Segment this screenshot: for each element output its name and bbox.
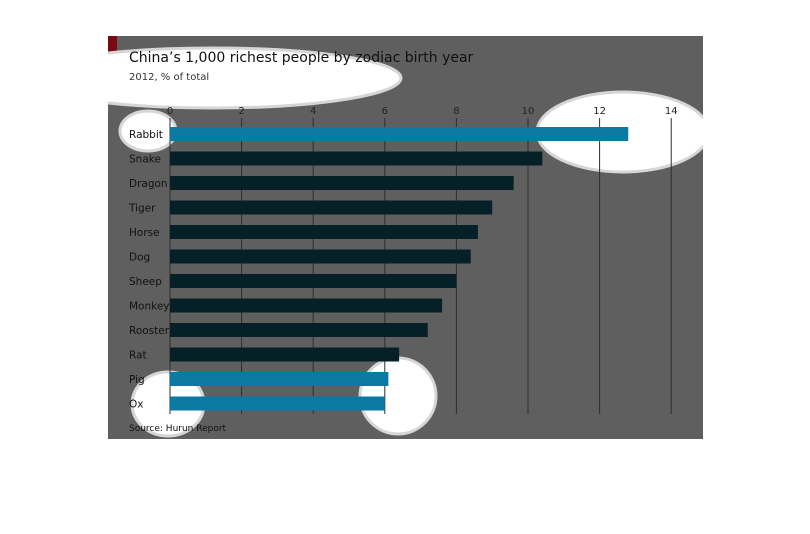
bar-rooster [170, 323, 428, 337]
bar-ox [170, 396, 385, 411]
chart-title: China’s 1,000 richest people by zodiac b… [129, 50, 474, 66]
bar-chart: China’s 1,000 richest people by zodiac b… [108, 46, 703, 438]
category-label-ox: Ox [129, 399, 143, 411]
category-label-sheep: Sheep [129, 276, 162, 288]
category-labels: Rabbit Snake Dragon Tiger Horse Dog Sheep Monke… [128, 129, 170, 411]
bar-rabbit [170, 127, 629, 141]
bar-rat [170, 347, 400, 362]
category-label-dog: Dog [129, 252, 150, 264]
bar-monkey [170, 298, 443, 313]
category-label-horse: Horse [129, 227, 160, 239]
category-label-rabbit: Rabbit [129, 129, 163, 141]
x-tick-label: 10 [522, 106, 535, 117]
category-label-pig: Pig [129, 374, 145, 386]
bar-snake [170, 151, 543, 166]
brand-accent-bar [108, 36, 117, 62]
source-note: Source: Hurun Report [129, 424, 227, 434]
category-label-tiger: Tiger [128, 203, 156, 215]
bar-horse [170, 225, 478, 239]
x-tick-label: 12 [593, 106, 606, 117]
category-label-snake: Snake [129, 154, 161, 166]
bar-tiger [170, 200, 493, 215]
chart-panel: China’s 1,000 richest people by zodiac b… [108, 36, 703, 439]
category-label-dragon: Dragon [129, 178, 168, 190]
x-tick-label: 14 [665, 106, 678, 117]
x-tick-label: 0 [167, 106, 173, 117]
category-label-rat: Rat [129, 350, 147, 362]
pig-ox-highlight-blob [358, 356, 438, 436]
category-label-monkey: Monkey [129, 301, 170, 313]
category-label-rooster: Rooster [129, 325, 170, 337]
x-tick-label: 2 [238, 106, 244, 117]
bar-dragon [170, 176, 514, 190]
x-tick-label: 8 [453, 106, 459, 117]
x-tick-labels: 0 2 4 6 8 10 12 14 [167, 106, 678, 117]
x-tick-label: 4 [310, 106, 316, 117]
bars [170, 127, 629, 411]
title-highlight-blob [108, 46, 403, 110]
gridlines [169, 118, 672, 414]
chart-subtitle: 2012, % of total [129, 72, 209, 83]
bar-pig [170, 372, 389, 386]
bar-sheep [170, 274, 457, 288]
x-tick-label: 6 [382, 106, 388, 117]
bar-dog [170, 249, 471, 264]
